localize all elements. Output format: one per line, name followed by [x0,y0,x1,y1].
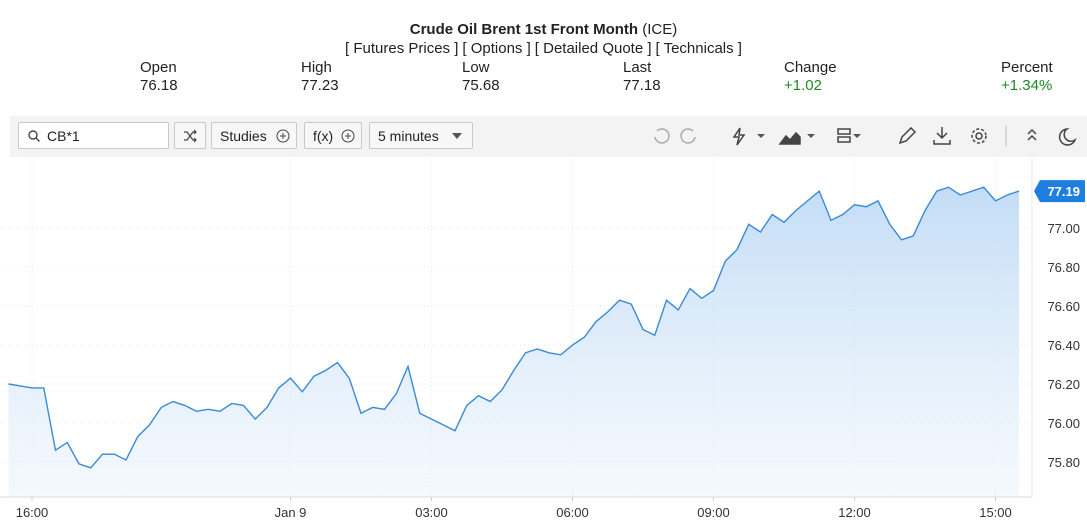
quote-title: Crude Oil Brent 1st Front Month (ICE) [0,21,1087,38]
stat-value: 76.18 [140,77,178,94]
link[interactable]: [ Options ] [462,40,531,57]
fx-button[interactable]: f(x) [304,122,362,149]
interval-button[interactable]: 5 minutes [369,122,473,149]
redo-icon[interactable] [680,128,696,144]
y-tick-label: 76.80 [1047,260,1080,275]
stat-value: +1.02 [784,77,822,94]
plus-icon [341,129,355,143]
y-tick-label: 76.40 [1047,338,1080,353]
last-price-label: 77.19 [1047,184,1080,199]
x-tick-label: 15:00 [979,505,1012,520]
dropdown-icon [452,133,462,139]
exchange: (ICE) [642,21,678,38]
link[interactable]: [ Detailed Quote ] [534,40,652,57]
link[interactable]: [ Futures Prices ] [345,40,459,57]
button-label: f(x) [313,128,334,144]
search-icon [28,130,40,142]
plus-icon [276,129,290,143]
studies-button[interactable]: Studies [211,122,297,149]
stat-label: Low [462,59,490,76]
stat-value: 75.68 [462,77,500,94]
download-icon[interactable] [933,127,951,145]
y-tick-label: 76.00 [1047,416,1080,431]
x-tick-label: Jan 9 [275,505,307,520]
y-tick-label: 76.60 [1047,299,1080,314]
stat: Change +1.02 [784,59,837,95]
price-area [8,187,1019,497]
button-label: Studies [220,128,267,144]
draw-icon[interactable] [898,126,917,145]
stat-label: Percent [1001,59,1053,76]
symbol: CB*1 [47,128,80,144]
x-tick-label: 12:00 [838,505,871,520]
stat: Last 77.18 [623,59,661,95]
chart-type-icon[interactable] [778,131,801,145]
collapse-icon[interactable] [1027,128,1037,141]
link[interactable]: [ Technicals ] [655,40,742,57]
x-tick-label: 09:00 [697,505,730,520]
theme-icon[interactable] [1058,128,1077,146]
x-tick-label: 06:00 [556,505,589,520]
compare-button[interactable] [174,122,206,149]
settings-icon[interactable] [971,128,987,144]
stat-label: Last [623,59,652,76]
layout-icon[interactable] [837,128,851,143]
lightning-icon[interactable] [732,127,746,146]
stat-label: Open [140,59,177,76]
stat: Percent +1.34% [1001,59,1053,95]
quote-links: [ Futures Prices ][ Options ][ Detailed … [0,40,1087,57]
stat-label: High [301,59,332,76]
button-label: 5 minutes [378,128,439,144]
stat-value: 77.18 [623,77,661,94]
title: Crude Oil Brent 1st Front Month [409,21,639,38]
stat: High 77.23 [301,59,339,95]
stat-value: 77.23 [301,77,339,94]
chart-toolbar: CB*1 Studies f(x) 5 minutes [10,116,1087,157]
symbol-search[interactable]: CB*1 [18,122,169,149]
shuffle-icon [184,129,197,143]
y-tick-label: 75.80 [1047,455,1080,470]
stat-label: Change [784,59,837,76]
stat: Open 76.18 [140,59,178,95]
toolbar-icons [654,126,1077,146]
price-line [8,186,1020,469]
y-tick-label: 76.20 [1047,377,1080,392]
stat: Low 75.68 [462,59,500,95]
x-tick-label: 03:00 [415,505,448,520]
last-price-badge [1034,180,1085,203]
x-tick-label: 16:00 [16,505,49,520]
undo-icon[interactable] [654,128,670,144]
stat-value: +1.34% [1001,77,1053,94]
y-tick-label: 77.00 [1047,221,1080,236]
